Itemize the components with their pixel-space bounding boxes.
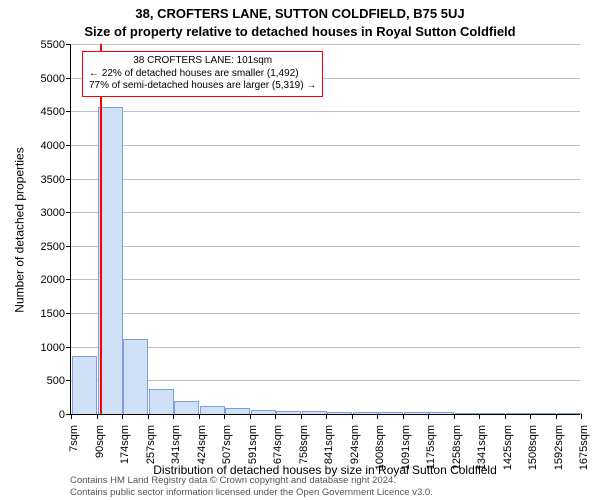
y-tick-label: 2000	[41, 274, 71, 286]
x-tick-label: 341sqm	[164, 425, 182, 464]
grid-line	[71, 44, 580, 45]
x-tick-mark	[377, 414, 378, 419]
chart-title-line2: Size of property relative to detached ho…	[0, 24, 600, 39]
chart-container: { "titles": { "line1": "38, CROFTERS LAN…	[0, 0, 600, 500]
grid-line	[71, 246, 580, 247]
x-tick-mark	[530, 414, 531, 419]
x-tick-mark	[122, 414, 123, 419]
x-tick-label: 257sqm	[139, 425, 157, 464]
histogram-bar	[327, 412, 352, 414]
histogram-bar	[302, 411, 327, 414]
x-tick-label: 424sqm	[190, 425, 208, 464]
y-tick-label: 4000	[41, 140, 71, 152]
chart-title-line1: 38, CROFTERS LANE, SUTTON COLDFIELD, B75…	[0, 6, 600, 21]
x-tick-mark	[148, 414, 149, 419]
histogram-bar	[251, 410, 276, 414]
y-tick-label: 5000	[41, 73, 71, 85]
x-tick-label: 90sqm	[88, 425, 106, 458]
histogram-bar	[225, 408, 250, 414]
histogram-bar	[353, 412, 378, 414]
y-tick-label: 500	[47, 375, 71, 387]
x-tick-mark	[556, 414, 557, 419]
x-tick-mark	[275, 414, 276, 419]
annotation-line1: 38 CROFTERS LANE: 101sqm	[89, 55, 316, 68]
x-tick-mark	[250, 414, 251, 419]
grid-line	[71, 145, 580, 146]
y-tick-label: 1000	[41, 342, 71, 354]
x-tick-mark	[581, 414, 582, 419]
x-tick-mark	[97, 414, 98, 419]
x-tick-label: 758sqm	[292, 425, 310, 464]
footer-attribution: Contains HM Land Registry data © Crown c…	[70, 475, 580, 499]
x-tick-label: 174sqm	[113, 425, 131, 464]
histogram-bar	[72, 356, 97, 414]
x-tick-label: 591sqm	[241, 425, 259, 464]
x-tick-label: 7sqm	[62, 425, 80, 452]
x-tick-label: 841sqm	[317, 425, 335, 464]
histogram-bar	[531, 413, 556, 414]
grid-line	[71, 111, 580, 112]
y-tick-label: 2500	[41, 241, 71, 253]
x-tick-mark	[505, 414, 506, 419]
x-tick-mark	[173, 414, 174, 419]
x-tick-mark	[326, 414, 327, 419]
histogram-bar	[149, 389, 174, 414]
x-tick-mark	[301, 414, 302, 419]
plot-area: 0500100015002000250030003500400045005000…	[70, 45, 580, 415]
x-tick-mark	[71, 414, 72, 419]
x-tick-label: 507sqm	[215, 425, 233, 464]
histogram-bar	[455, 413, 480, 414]
histogram-bar	[480, 413, 505, 414]
histogram-bar	[506, 413, 531, 414]
y-axis-label: Number of detached properties	[12, 45, 28, 415]
footer-line2: Contains public sector information licen…	[70, 487, 580, 499]
grid-line	[71, 279, 580, 280]
histogram-bar	[429, 412, 454, 414]
x-tick-mark	[454, 414, 455, 419]
grid-line	[71, 179, 580, 180]
x-tick-label: 924sqm	[343, 425, 361, 464]
x-tick-mark	[224, 414, 225, 419]
y-axis-label-text: Number of detached properties	[13, 147, 27, 312]
grid-line	[71, 212, 580, 213]
x-tick-mark	[428, 414, 429, 419]
y-tick-label: 5500	[41, 39, 71, 51]
histogram-bar	[174, 401, 199, 414]
annotation-line3: 77% of semi-detached houses are larger (…	[89, 80, 316, 93]
histogram-bar	[378, 412, 403, 414]
footer-line1: Contains HM Land Registry data © Crown c…	[70, 475, 580, 487]
grid-line	[71, 313, 580, 314]
histogram-bar	[557, 413, 582, 414]
histogram-bar	[276, 411, 301, 414]
y-tick-label: 3000	[41, 207, 71, 219]
x-tick-mark	[199, 414, 200, 419]
histogram-bar	[200, 406, 225, 414]
histogram-bar	[123, 339, 148, 414]
y-tick-label: 0	[59, 409, 71, 421]
x-tick-label: 674sqm	[266, 425, 284, 464]
x-tick-mark	[352, 414, 353, 419]
highlight-line	[100, 44, 102, 414]
y-tick-label: 4500	[41, 106, 71, 118]
y-tick-label: 1500	[41, 308, 71, 320]
annotation-box: 38 CROFTERS LANE: 101sqm ← 22% of detach…	[82, 51, 323, 97]
x-tick-mark	[479, 414, 480, 419]
histogram-bar	[404, 412, 429, 414]
y-tick-label: 3500	[41, 174, 71, 186]
annotation-line2: ← 22% of detached houses are smaller (1,…	[89, 68, 316, 81]
x-tick-mark	[403, 414, 404, 419]
